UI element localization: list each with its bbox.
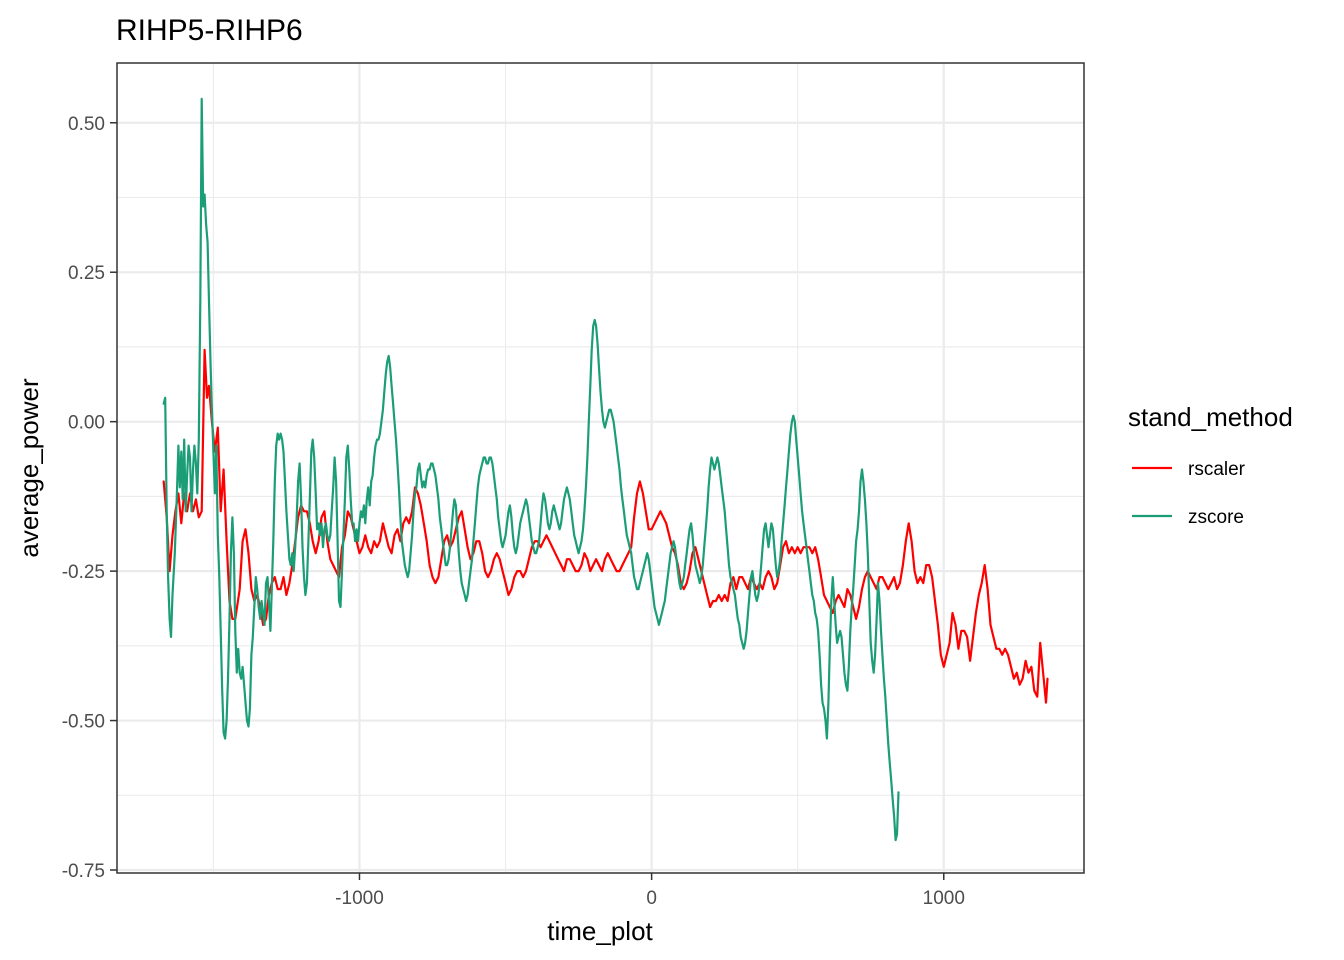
legend: stand_method rscaler zscore: [1128, 402, 1293, 528]
y-axis-title: average_power: [14, 378, 44, 558]
x-tick-label: 0: [646, 888, 657, 909]
y-tick-label: 0.00: [68, 413, 105, 434]
legend-title: stand_method: [1128, 402, 1293, 432]
x-tick-label: -1000: [335, 888, 384, 909]
y-axis: 0.50 0.25 0.00 -0.25 -0.50 -0.75: [62, 114, 117, 882]
y-tick-label: 0.25: [68, 263, 105, 284]
series-line-zscore: [162, 97, 900, 842]
series-line-rscaler: [162, 348, 1049, 704]
y-tick-label: -0.75: [62, 861, 105, 882]
gridlines: [117, 63, 1084, 873]
legend-label-zscore: zscore: [1188, 507, 1244, 528]
y-tick-label: 0.50: [68, 114, 105, 135]
panel-border: [116, 62, 1085, 874]
legend-label-rscaler: rscaler: [1188, 459, 1246, 480]
y-tick-label: -0.25: [62, 562, 105, 583]
series-layer: [162, 97, 1049, 842]
chart-title: RIHP5-RIHP6: [116, 14, 303, 47]
plot-panel: [117, 63, 1084, 873]
y-tick-label: -0.50: [62, 712, 105, 733]
x-tick-label: 1000: [923, 888, 965, 909]
x-axis: -1000 0 1000: [335, 873, 965, 909]
x-axis-title: time_plot: [547, 916, 653, 946]
